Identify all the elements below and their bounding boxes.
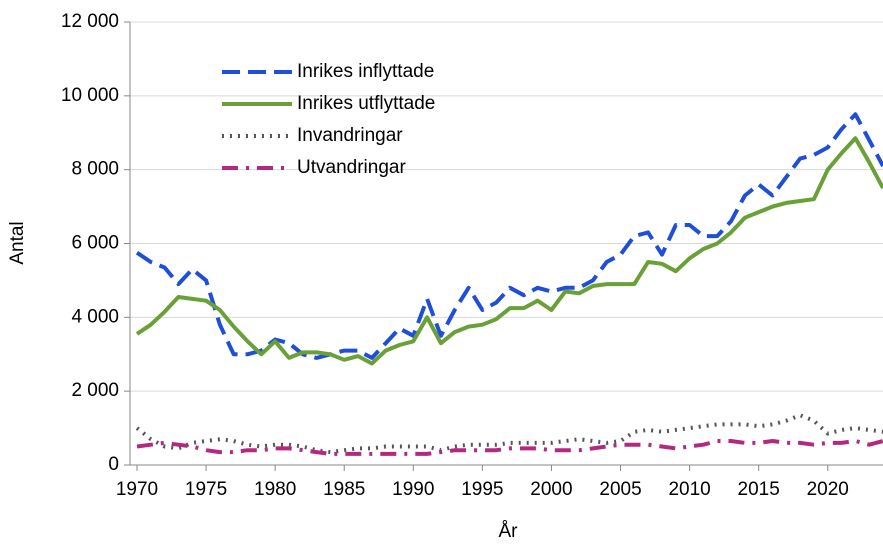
y-tick-label: 0 bbox=[108, 454, 119, 475]
x-tick-label: 1970 bbox=[116, 479, 158, 500]
x-tick-label: 2015 bbox=[738, 479, 780, 500]
legend-label: Inrikes inflyttade bbox=[297, 61, 434, 82]
y-tick-label: 12 000 bbox=[61, 11, 119, 32]
x-tick-label: 1980 bbox=[254, 479, 296, 500]
x-tick-label: 1990 bbox=[392, 479, 434, 500]
x-axis-label: År bbox=[499, 521, 519, 542]
y-tick-label: 6 000 bbox=[71, 233, 119, 254]
x-tick-label: 1975 bbox=[185, 479, 227, 500]
x-tick-label: 2010 bbox=[668, 479, 710, 500]
series-line bbox=[136, 439, 883, 456]
x-tick-label: 1985 bbox=[323, 479, 365, 500]
legend-label: Utvandringar bbox=[297, 157, 406, 178]
series-line bbox=[135, 136, 883, 366]
x-tick-label: 2005 bbox=[599, 479, 641, 500]
y-tick-label: 10 000 bbox=[61, 85, 119, 106]
x-tick-label: 1995 bbox=[461, 479, 503, 500]
y-axis-label: Antal bbox=[7, 221, 28, 264]
y-tick-label: 4 000 bbox=[71, 306, 119, 327]
y-tick-label: 8 000 bbox=[71, 159, 119, 180]
legend-label: Inrikes utflyttade bbox=[297, 93, 435, 114]
y-tick-label: 2 000 bbox=[71, 380, 119, 401]
x-tick-label: 2000 bbox=[530, 479, 572, 500]
legend-label: Invandringar bbox=[297, 125, 403, 146]
series-line bbox=[135, 112, 883, 360]
x-tick-label: 2020 bbox=[807, 479, 849, 500]
